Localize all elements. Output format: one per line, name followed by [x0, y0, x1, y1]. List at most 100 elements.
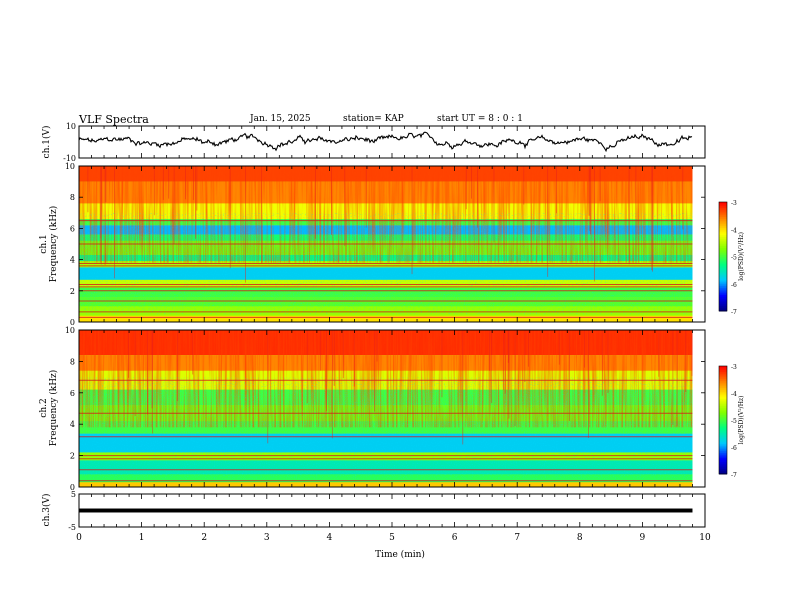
y-axis-label-line: ch.1 [39, 234, 49, 253]
colorbar-cell [719, 205, 727, 208]
colorbar-cell [719, 436, 727, 439]
colorbar-cell [719, 429, 727, 432]
colorbar-cell [719, 416, 727, 419]
colorbar-cell [719, 301, 727, 305]
colorbar-cell [719, 405, 727, 408]
start-ut-label: start UT = 8 : 0 : 1 [437, 114, 523, 124]
colorbar-cell [719, 221, 727, 225]
y-axis-label: ch.2Frequency (kHz) [39, 370, 59, 447]
colorbar-cell [719, 229, 727, 232]
colorbar-cell [719, 285, 727, 288]
colorbar-cell [719, 292, 727, 296]
colorbar-cell [719, 427, 727, 430]
colorbar-cell [719, 465, 727, 468]
colorbar-cell [719, 384, 727, 387]
colorbars: -3 -4 -5 -6 -7 log(PSD)(V²/Hz) -3 -4 -5 -6 -7 log(P… [718, 200, 745, 479]
colorbar-cell [719, 303, 727, 307]
colorbar-frame [718, 365, 728, 475]
colorbar-cell [719, 456, 727, 459]
colorbar-cell [719, 452, 727, 455]
colorbar-cell [719, 394, 727, 398]
waveform-band [79, 508, 693, 513]
colorbar-cell [719, 294, 727, 297]
y-tick-label: 10 [65, 162, 75, 171]
x-tick-label: 1 [139, 533, 145, 543]
colorbar-cell [719, 227, 727, 230]
colorbar: -3 -4 -5 -6 -7 log(PSD)(V²/Hz) [718, 364, 745, 479]
colorbar-cell [719, 418, 727, 421]
colorbar-cell [719, 274, 727, 277]
colorbar-cell [719, 207, 727, 210]
colorbar-cell [719, 283, 727, 287]
colorbar-cell [719, 258, 727, 261]
ch1-spectrogram-panel: 0 2 4 6 8 10 ch.1Frequency (kHz) [39, 162, 706, 327]
colorbar-tick-label: -3 [731, 200, 737, 207]
colorbar-cell [719, 459, 727, 462]
x-axis-label: Time (min) [375, 549, 425, 560]
date-label: Jan. 15, 2025 [250, 114, 311, 124]
y-tick-label: 2 [70, 287, 75, 296]
colorbar-cell [719, 470, 727, 473]
colorbar-cell [719, 441, 727, 444]
colorbar-cell [719, 423, 727, 426]
colorbar-cell [719, 398, 727, 401]
colorbar-cell [719, 369, 727, 372]
colorbar-tick-label: -4 [731, 391, 737, 398]
colorbar-cell [719, 434, 727, 437]
colorbar-cell [719, 445, 727, 448]
colorbar-cell [719, 396, 727, 399]
x-tick-label: 10 [699, 533, 711, 543]
colorbar-cell [719, 367, 727, 371]
y-tick-label: 5 [71, 490, 76, 499]
chart-title: VLF Spectra [79, 113, 149, 126]
colorbar-cell [719, 412, 727, 416]
y-tick-label: 8 [70, 193, 75, 202]
colorbar-cell [719, 382, 727, 385]
colorbar-cell [719, 305, 727, 308]
x-tick-label: 0 [76, 533, 82, 543]
colorbar-tick-label: -3 [731, 364, 737, 371]
y-tick-label: 10 [65, 326, 75, 335]
colorbar-cell [719, 238, 727, 241]
colorbar-cell [719, 267, 727, 270]
colorbar-cell [719, 472, 727, 475]
speckle-mask [79, 377, 693, 480]
colorbar-cell [719, 263, 727, 267]
colorbar-cell [719, 243, 727, 247]
y-axis-label: ch.1Frequency (kHz) [39, 206, 59, 283]
y-tick-label: -10 [63, 154, 76, 163]
colorbar-cell [719, 289, 727, 292]
colorbar-cell [719, 463, 727, 466]
spectral-band [79, 315, 693, 322]
y-axis-label-line: ch.1(V) [41, 126, 52, 159]
colorbar-tick-label: -4 [731, 227, 737, 234]
colorbar-cell [719, 265, 727, 268]
colorbar-cell [719, 278, 727, 281]
colorbar-cell [719, 414, 727, 417]
colorbar-cell [719, 223, 727, 227]
colorbar-cell [719, 366, 727, 369]
colorbar-cell [719, 407, 727, 410]
colorbar: -3 -4 -5 -6 -7 log(PSD)(V²/Hz) [718, 200, 745, 316]
colorbar-cell [719, 400, 727, 403]
colorbar-cell [719, 389, 727, 392]
waveform-line [78, 131, 693, 153]
y-axis-label: ch.3(V) [41, 494, 52, 527]
colorbar-cell [719, 241, 727, 245]
x-tick-label: 2 [201, 533, 207, 543]
x-tick-label: 7 [514, 533, 520, 543]
ch3-waveform-panel: 5 -50 1 2 3 4 5 6 7 8 9 10 ch.3(V) Time (min) [41, 490, 711, 560]
colorbar-cell [719, 271, 727, 274]
colorbar-cell [719, 430, 727, 434]
colorbar-cell [719, 252, 727, 256]
y-tick-label: -5 [68, 523, 76, 532]
colorbar-cell [719, 234, 727, 238]
x-tick-label: 9 [640, 533, 646, 543]
colorbar-cell [719, 385, 727, 389]
x-tick-label: 5 [389, 533, 395, 543]
colorbar-cell [719, 409, 727, 412]
x-tick-label: 3 [264, 533, 270, 543]
colorbar-cell [719, 261, 727, 265]
colorbar-cell [719, 447, 727, 450]
